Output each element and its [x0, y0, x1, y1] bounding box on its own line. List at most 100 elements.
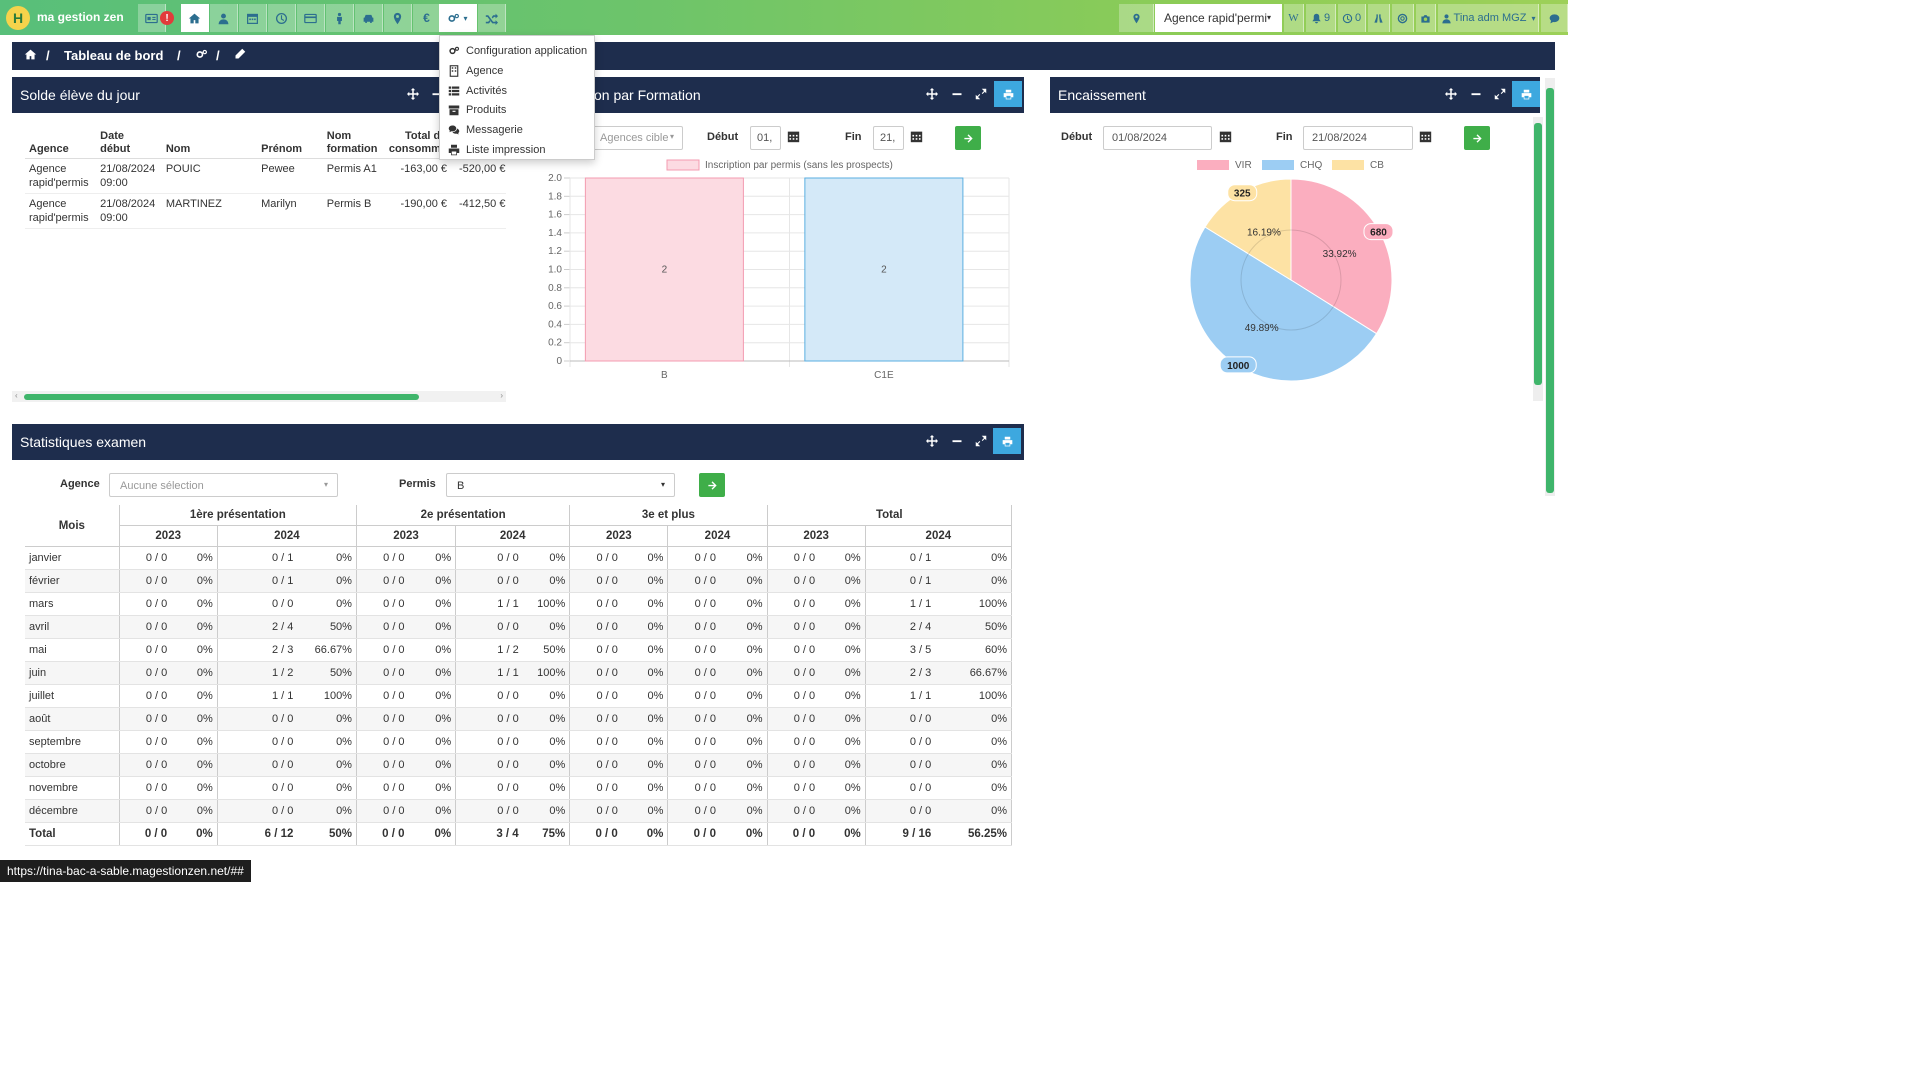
ratio-cell: 0 / 0	[569, 592, 622, 616]
move-icon[interactable]	[924, 433, 940, 449]
alert-badge[interactable]: !	[160, 11, 174, 25]
credit-card-icon[interactable]	[297, 4, 325, 32]
expand-icon[interactable]	[973, 433, 989, 449]
print-icon[interactable]	[1512, 81, 1540, 107]
timer-button[interactable]: 0	[1338, 4, 1366, 32]
calendar-icon[interactable]	[1219, 130, 1235, 146]
location-icon[interactable]	[1119, 4, 1154, 32]
chat-icon[interactable]	[1541, 4, 1568, 32]
expand-icon[interactable]	[973, 86, 989, 102]
scrollbar-thumb[interactable]	[24, 394, 419, 400]
percent-cell: 56.25%	[935, 822, 1013, 846]
vertical-scrollbar[interactable]	[1533, 117, 1543, 401]
percent-cell: 0%	[819, 776, 866, 800]
percent-cell: 0%	[935, 753, 1013, 777]
expand-icon[interactable]	[1492, 86, 1508, 102]
column-year-header: 2023	[767, 525, 866, 547]
settings-dropdown-toggle[interactable]: ▾	[439, 4, 477, 32]
ratio-cell: 0 / 0	[667, 730, 720, 754]
home-icon[interactable]	[181, 4, 209, 32]
table-row: octobre 0 / 0 0% 0 / 0 0% 0 / 0 0% 0 / 0 0% 0 / 0…	[25, 753, 1013, 777]
calendar-icon[interactable]	[910, 130, 926, 146]
move-icon[interactable]	[1443, 86, 1459, 102]
horizontal-scrollbar[interactable]: ‹ ›	[12, 391, 506, 402]
ratio-cell: 0 / 0	[767, 569, 820, 593]
scrollbar-thumb[interactable]	[1534, 123, 1542, 385]
dropdown-item[interactable]: Agence	[448, 62, 503, 80]
user-menu[interactable]: Tina adm MGZ ▾	[1438, 4, 1539, 32]
map-marker-icon[interactable]	[384, 4, 412, 32]
road-icon[interactable]	[1368, 4, 1390, 32]
dropdown-item[interactable]: Messagerie	[448, 121, 523, 139]
chevron-down-icon[interactable]: ▾	[1267, 4, 1282, 32]
ratio-cell: 0 / 0	[455, 776, 523, 800]
percent-cell: 0%	[935, 707, 1013, 731]
page-scrollbar-thumb[interactable]	[1546, 88, 1554, 493]
app-brand[interactable]: ma gestion zen	[37, 10, 124, 24]
scroll-right-icon[interactable]: ›	[500, 391, 503, 400]
permis-select[interactable]: B ▾	[446, 473, 675, 497]
euro-icon[interactable]: €	[413, 4, 441, 32]
percent-cell: 50%	[935, 615, 1013, 639]
ratio-cell: 0 / 1	[865, 569, 936, 593]
scroll-left-icon[interactable]: ‹	[15, 391, 18, 400]
debut-date-input[interactable]: 01/08/2024	[1103, 126, 1212, 150]
calendar-icon[interactable]	[239, 4, 267, 32]
calendar-icon[interactable]	[1419, 130, 1435, 146]
fin-date-input[interactable]: 21,	[873, 126, 904, 150]
table-row[interactable]: Agence rapid'permis 21/08/2024 09:00 MARTI…	[25, 193, 506, 229]
table-row[interactable]: Agence rapid'permis 21/08/2024 09:00 POUIC…	[25, 158, 506, 194]
ratio-cell: 1 / 1	[455, 592, 523, 616]
apply-filter-button[interactable]	[1464, 126, 1490, 150]
percent-cell: 0%	[819, 661, 866, 685]
person-icon[interactable]	[326, 4, 354, 32]
app-logo[interactable]: H	[6, 6, 30, 30]
minimize-icon[interactable]	[949, 86, 965, 102]
notifications-button[interactable]: 9	[1306, 4, 1336, 32]
percent-cell: 0%	[819, 730, 866, 754]
solde-cell-formation: Permis A1	[322, 158, 385, 194]
minimize-icon[interactable]	[429, 86, 445, 102]
move-icon[interactable]	[924, 86, 940, 102]
random-icon[interactable]	[478, 4, 506, 32]
dropdown-item[interactable]: Liste impression	[448, 141, 545, 159]
print-icon[interactable]	[994, 81, 1022, 107]
apply-filter-button[interactable]	[955, 126, 981, 150]
w-button[interactable]: W	[1284, 4, 1304, 32]
move-icon[interactable]	[405, 86, 421, 102]
car-icon[interactable]	[355, 4, 383, 32]
settings-icon[interactable]	[195, 48, 208, 64]
dropdown-item[interactable]: Produits	[448, 101, 506, 119]
camera-icon[interactable]	[1416, 4, 1436, 32]
support-icon[interactable]	[1392, 4, 1414, 32]
home-icon[interactable]	[24, 48, 37, 64]
agences-cible-select[interactable]: Agences cible ▾	[591, 126, 683, 150]
ratio-cell: 0 / 0	[767, 592, 820, 616]
user-icon[interactable]	[210, 4, 238, 32]
page-scrollbar[interactable]	[1545, 78, 1555, 496]
apply-filter-button[interactable]	[699, 473, 725, 497]
clock-icon[interactable]	[268, 4, 296, 32]
x-tick-label: C1E	[874, 370, 894, 381]
minimize-icon[interactable]	[1468, 86, 1484, 102]
ratio-cell: 0 / 0	[865, 730, 936, 754]
fin-date-input[interactable]: 21/08/2024	[1303, 126, 1413, 150]
pencil-icon[interactable]	[234, 48, 246, 63]
dropdown-item[interactable]: Activités	[448, 82, 507, 100]
print-icon[interactable]	[993, 428, 1021, 454]
percent-cell: 0%	[719, 707, 768, 731]
month-cell: octobre	[25, 753, 120, 777]
calendar-icon[interactable]	[787, 130, 803, 146]
percent-cell: 0%	[621, 799, 669, 823]
debut-date-input[interactable]: 01,	[750, 126, 781, 150]
agency-selector[interactable]: Agence rapid'permis	[1155, 4, 1282, 32]
column-year-header: 2024	[667, 525, 768, 547]
dropdown-item[interactable]: Configuration application	[448, 42, 587, 60]
minimize-icon[interactable]	[949, 433, 965, 449]
percent-cell: 0%	[522, 753, 571, 777]
agence-select[interactable]: Aucune sélection ▾	[109, 473, 338, 497]
column-header-mois: Mois	[25, 505, 120, 547]
ratio-cell: 0 / 1	[865, 546, 936, 570]
ratio-cell: 0 / 0	[667, 638, 720, 662]
ratio-cell: 0 / 0	[667, 822, 720, 846]
